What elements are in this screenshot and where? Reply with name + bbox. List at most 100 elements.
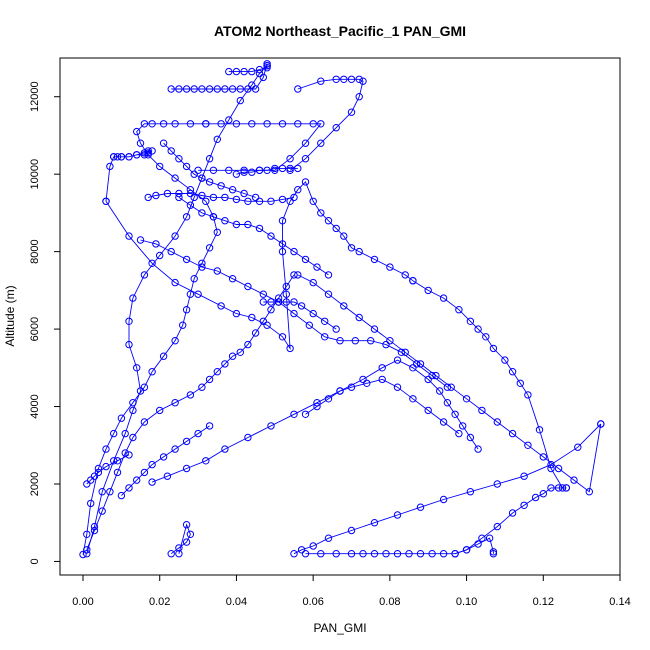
data-point (221, 193, 229, 202)
data-point (236, 96, 245, 105)
data-point (382, 340, 390, 349)
data-point (248, 168, 256, 176)
data-point (232, 309, 241, 318)
data-point (90, 472, 99, 480)
data-point (140, 271, 149, 279)
series-line (236, 167, 298, 175)
data-point (474, 445, 482, 453)
data-point (282, 298, 290, 306)
data-point (125, 451, 133, 459)
data-point (290, 193, 298, 202)
data-point (539, 490, 547, 498)
data-point (459, 422, 467, 430)
series-line (105, 181, 414, 351)
data-point (198, 174, 206, 182)
data-point (113, 153, 122, 161)
data-point (436, 387, 444, 395)
data-point (175, 193, 183, 202)
data-point (317, 209, 325, 217)
data-point (209, 166, 218, 175)
data-point (213, 85, 222, 93)
data-point (198, 85, 206, 93)
data-point (305, 321, 313, 329)
data-point (309, 120, 317, 128)
data-point (240, 189, 248, 198)
data-point (125, 340, 133, 349)
data-point (259, 73, 267, 82)
data-point (217, 120, 225, 128)
data-point (156, 162, 164, 171)
data-point (271, 166, 279, 175)
data-point (313, 399, 321, 407)
data-point (309, 197, 317, 206)
data-point (175, 544, 183, 552)
data-point (240, 67, 248, 76)
data-point (493, 480, 501, 488)
data-point (182, 437, 191, 446)
data-point (347, 108, 356, 116)
data-point (424, 375, 432, 384)
data-point (443, 383, 452, 391)
data-point (117, 153, 126, 161)
data-point (205, 244, 214, 252)
data-point (301, 178, 310, 186)
data-point (255, 69, 264, 78)
data-point (466, 488, 475, 496)
data-point (110, 429, 118, 438)
data-series (294, 271, 605, 496)
data-point (478, 534, 486, 542)
data-point (278, 195, 287, 204)
data-point (225, 116, 233, 124)
data-series (102, 178, 417, 353)
data-point (159, 453, 168, 461)
data-point (439, 550, 448, 558)
data-point (232, 195, 241, 204)
data-point (370, 519, 379, 527)
series-line (140, 239, 448, 388)
data-point (213, 135, 222, 144)
chart-title: ATOM2 Northeast_Pacific_1 PAN_GMI (214, 23, 466, 39)
data-series (175, 193, 333, 279)
data-point (324, 395, 333, 403)
data-point (508, 429, 517, 438)
data-point (485, 534, 494, 542)
data-series (232, 164, 302, 178)
data-point (309, 278, 317, 287)
data-point (133, 476, 141, 484)
data-point (386, 263, 394, 271)
data-point (167, 550, 175, 558)
data-point (294, 271, 302, 279)
data-point (309, 542, 317, 550)
series-line (412, 280, 567, 489)
data-point (251, 193, 260, 202)
data-point (539, 453, 547, 461)
y-axis: 0 2000 4000 6000 8000 10000 12000 (29, 81, 61, 565)
data-point (133, 364, 141, 372)
series-line (297, 274, 602, 493)
data-point (144, 193, 152, 202)
data-point (144, 149, 152, 157)
y-tick-label: 6000 (29, 317, 41, 341)
data-point (140, 151, 149, 159)
x-axis: 0.00 0.02 0.04 0.06 0.08 0.10 0.12 0.14 (72, 574, 631, 608)
data-point (359, 550, 367, 558)
data-point (340, 232, 348, 240)
data-point (378, 375, 386, 384)
data-point (290, 247, 298, 256)
data-point (117, 491, 126, 500)
series-line (151, 359, 479, 483)
data-point (232, 170, 241, 178)
data-series (167, 521, 195, 558)
data-point (102, 462, 110, 471)
data-point (159, 120, 168, 128)
data-series (409, 277, 570, 492)
data-point (317, 77, 325, 85)
series-line (86, 65, 268, 554)
data-point (198, 259, 206, 267)
data-point (213, 267, 222, 275)
data-point (294, 164, 302, 173)
data-point (225, 166, 233, 175)
data-point (140, 120, 149, 128)
data-point (428, 371, 436, 380)
data-point (182, 306, 191, 314)
